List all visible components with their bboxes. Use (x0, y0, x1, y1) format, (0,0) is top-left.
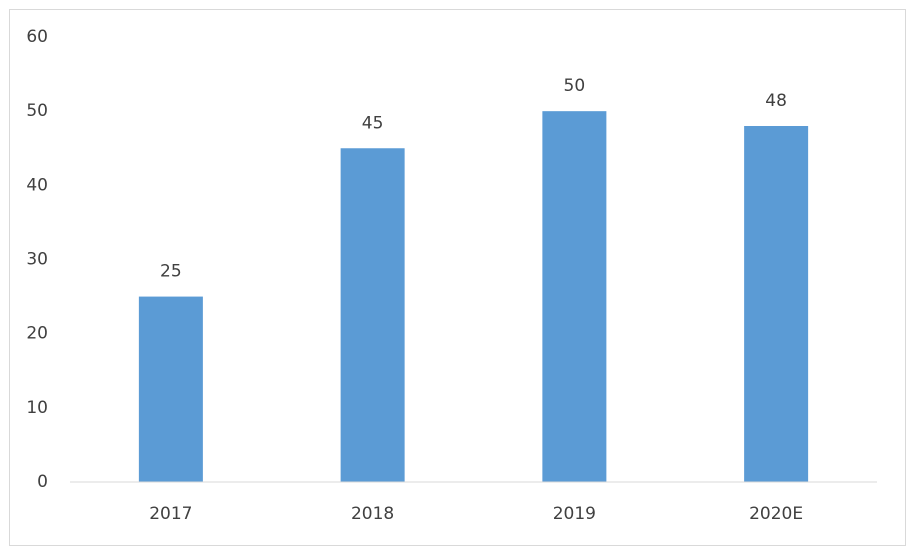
bar (744, 126, 809, 482)
y-tick-label: 40 (26, 175, 48, 195)
bar (138, 296, 203, 482)
data-label: 48 (765, 91, 787, 111)
data-label: 50 (564, 76, 586, 96)
bar (542, 111, 607, 483)
y-tick-label: 50 (26, 101, 48, 121)
x-tick-label: 2017 (149, 504, 192, 524)
x-tick-label: 2019 (553, 504, 596, 524)
y-tick-label: 10 (26, 398, 48, 418)
y-tick-label: 20 (26, 324, 48, 344)
y-tick-label: 60 (26, 27, 48, 47)
x-tick-label: 2020E (749, 504, 803, 524)
y-tick-label: 30 (26, 250, 48, 270)
data-label: 45 (362, 113, 384, 133)
bar (340, 148, 405, 482)
data-label: 25 (160, 262, 182, 282)
y-tick-label: 0 (37, 472, 48, 492)
x-tick-label: 2018 (351, 504, 394, 524)
